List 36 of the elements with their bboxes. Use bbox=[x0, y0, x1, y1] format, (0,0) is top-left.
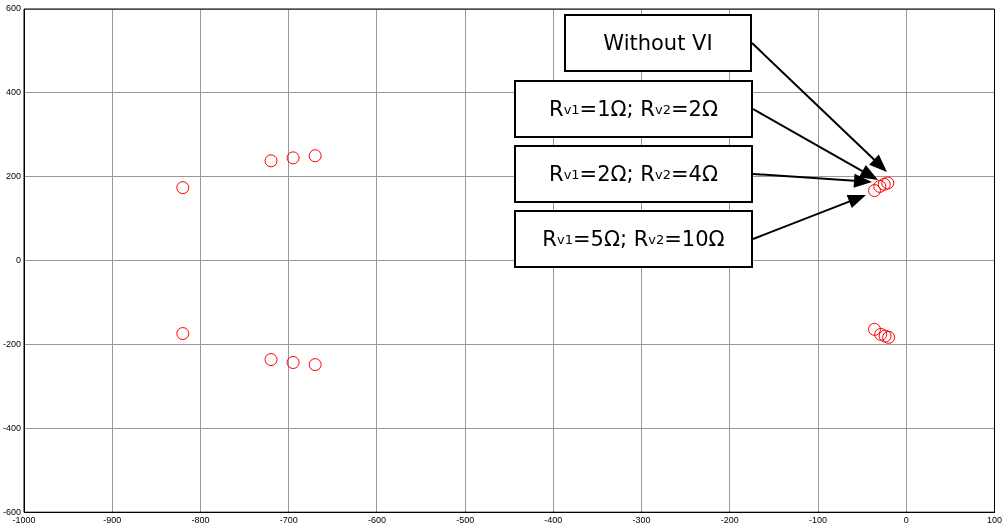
x-tick-label: -200 bbox=[720, 515, 739, 526]
x-tick-label: -100 bbox=[809, 515, 828, 526]
y-tick-label: -200 bbox=[3, 338, 22, 349]
x-tick-label: -1000 bbox=[12, 515, 36, 526]
point bbox=[264, 154, 278, 168]
point bbox=[264, 353, 278, 367]
y-tick-label: 600 bbox=[5, 3, 22, 14]
point bbox=[176, 181, 190, 195]
y-tick-label: -600 bbox=[3, 506, 22, 517]
y-tick-label: 200 bbox=[5, 171, 22, 182]
point bbox=[878, 329, 892, 343]
point bbox=[877, 177, 891, 191]
point bbox=[873, 179, 887, 193]
x-tick-label: 0 bbox=[903, 515, 909, 526]
x-tick-label: -800 bbox=[191, 515, 210, 526]
x-tick-label: 100 bbox=[986, 515, 1003, 526]
text-box: Without VI bbox=[564, 14, 752, 72]
x-tick-label: -700 bbox=[279, 515, 298, 526]
y-tick-label: 0 bbox=[16, 255, 22, 266]
point bbox=[881, 176, 895, 190]
x-tick-label: -600 bbox=[367, 515, 386, 526]
point bbox=[882, 330, 896, 344]
point bbox=[308, 358, 322, 372]
point bbox=[874, 327, 888, 341]
x-tick-label: -400 bbox=[544, 515, 563, 526]
point bbox=[286, 356, 300, 369]
y-tick-label: -400 bbox=[3, 422, 22, 433]
point bbox=[308, 149, 322, 163]
x-tick-label: -900 bbox=[103, 515, 122, 526]
x-tick-label: -300 bbox=[632, 515, 651, 526]
point bbox=[868, 322, 882, 336]
point bbox=[286, 151, 300, 165]
point bbox=[176, 327, 190, 341]
x-tick-label: -500 bbox=[456, 515, 475, 526]
y-tick-label: 400 bbox=[5, 87, 22, 98]
point bbox=[868, 184, 882, 198]
